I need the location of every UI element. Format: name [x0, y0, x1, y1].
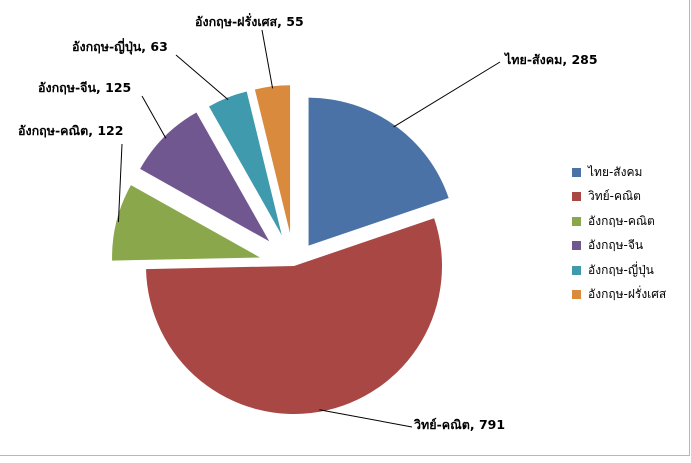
legend-item-4[interactable]: อังกฤษ-จีน: [572, 234, 666, 259]
legend-label-2: วิทย์-คณิต: [588, 189, 641, 204]
data-label-4: อังกฤษ-จีน, 125: [38, 80, 131, 95]
legend-swatch-1: [572, 167, 581, 177]
data-labels: ไทย-สังคม, 285 วิทย์-คณิต, 791 อังกฤษ-คณิต…: [18, 13, 598, 432]
data-label-1: ไทย-สังคม, 285: [503, 52, 598, 67]
pie-slice-2[interactable]: [146, 218, 443, 414]
pie-slice-3[interactable]: [112, 185, 261, 261]
legend-label-1: ไทย-สังคม: [588, 164, 643, 179]
legend-label-4: อังกฤษ-จีน: [588, 238, 644, 253]
legend-label-3: อังกฤษ-คณิต: [588, 213, 655, 228]
chart-legend[interactable]: ไทย-สังคมวิทย์-คณิตอังกฤษ-คณิตอังกฤษ-จีน…: [572, 160, 666, 307]
legend-label-6: อังกฤษ-ฝรั่งเศส: [588, 287, 667, 302]
data-label-5: อังกฤษ-ญี่ปุ่น, 63: [72, 38, 168, 55]
pie-slice-4[interactable]: [140, 112, 270, 242]
pie-slice-6[interactable]: [254, 85, 291, 234]
pie-chart: ไทย-สังคม, 285 วิทย์-คณิต, 791 อังกฤษ-คณิต…: [18, 13, 598, 432]
legend-item-6[interactable]: อังกฤษ-ฝรั่งเศส: [572, 283, 666, 308]
data-label-3: อังกฤษ-คณิต, 122: [18, 123, 123, 138]
pie-slice-1[interactable]: [308, 97, 449, 246]
leader-line-5: [175, 54, 229, 100]
leader-line-1: [393, 61, 501, 128]
legend-item-1[interactable]: ไทย-สังคม: [572, 160, 666, 185]
legend-label-5: อังกฤษ-ญี่ปุ่น: [588, 262, 654, 277]
legend-swatch-5: [572, 265, 581, 275]
legend-swatch-3: [572, 216, 581, 226]
leader-line-3: [117, 143, 123, 223]
legend-swatch-4: [572, 241, 581, 251]
legend-item-2[interactable]: วิทย์-คณิต: [572, 185, 666, 210]
leader-line-4: [141, 95, 167, 139]
legend-swatch-2: [572, 192, 581, 202]
legend-item-3[interactable]: อังกฤษ-คณิต: [572, 209, 666, 234]
data-label-2: วิทย์-คณิต, 791: [413, 417, 505, 432]
data-label-6: อังกฤษ-ฝรั่งเศส, 55: [195, 13, 304, 29]
legend-item-5[interactable]: อังกฤษ-ญี่ปุ่น: [572, 258, 666, 283]
leader-line-2: [319, 409, 413, 428]
legend-swatch-6: [572, 290, 581, 300]
pie-slice-5[interactable]: [209, 91, 282, 236]
pie-slices: [112, 85, 449, 414]
leader-lines: [117, 29, 501, 428]
leader-line-6: [261, 29, 274, 89]
